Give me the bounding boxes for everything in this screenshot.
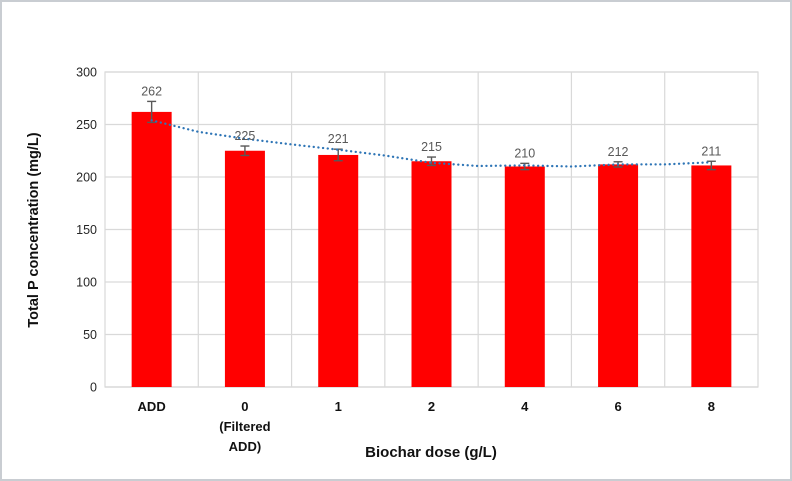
- x-category-label: 4: [521, 399, 529, 414]
- y-tick-label: 100: [76, 276, 97, 290]
- trendline: [150, 119, 713, 168]
- bar-value-label: 225: [234, 129, 255, 143]
- x-category-label: 0: [241, 399, 248, 414]
- bar: [691, 165, 732, 387]
- bar-value-label: 215: [421, 140, 442, 154]
- y-tick-label: 50: [83, 328, 97, 342]
- x-axis-title: Biochar dose (g/L): [365, 444, 497, 461]
- bar: [318, 154, 359, 387]
- y-tick-label: 300: [76, 66, 97, 80]
- x-category-label: 8: [708, 399, 715, 414]
- x-category-label: 1: [335, 399, 342, 414]
- bar-value-label: 210: [514, 146, 535, 160]
- bar-value-label: 212: [608, 145, 629, 159]
- bar: [131, 111, 172, 388]
- bar: [224, 150, 265, 387]
- x-category-label: ADD): [229, 439, 262, 454]
- x-category-label: 2: [428, 399, 435, 414]
- bar-value-label: 262: [141, 84, 162, 98]
- y-tick-label: 150: [76, 223, 97, 237]
- x-category-label: (Filtered: [219, 419, 270, 434]
- x-category-label: 6: [614, 399, 621, 414]
- y-tick-label: 0: [90, 381, 97, 395]
- bar: [598, 164, 639, 387]
- bar: [504, 166, 545, 387]
- bar-value-label: 211: [701, 144, 721, 158]
- x-category-label: ADD: [138, 399, 166, 414]
- y-tick-label: 250: [76, 118, 97, 132]
- y-axis-title: Total P concentration (mg/L): [26, 132, 42, 327]
- bar: [411, 161, 452, 387]
- bar-value-label: 221: [328, 132, 349, 146]
- y-tick-label: 200: [76, 171, 97, 185]
